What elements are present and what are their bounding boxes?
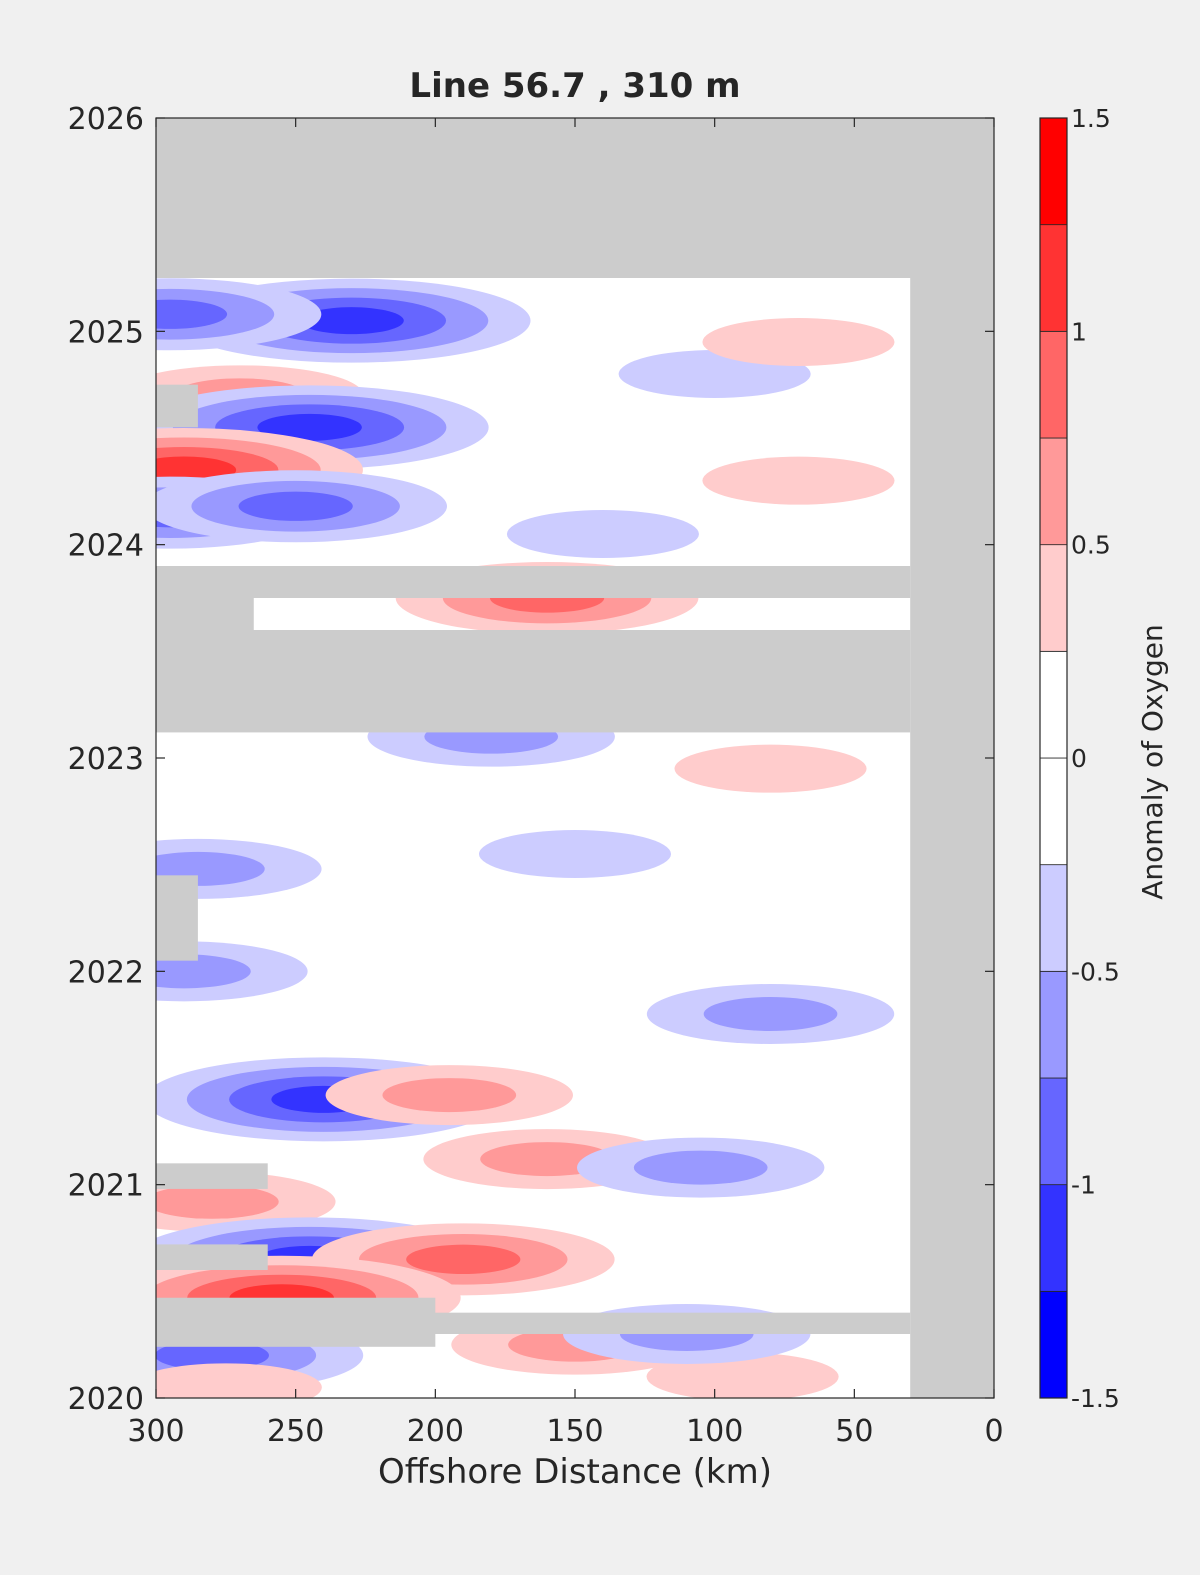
contour-band bbox=[633, 1150, 768, 1185]
no-data-regions bbox=[156, 118, 994, 1398]
colorbar: 1.5 1 0.5 0 -0.5 -1 -1.5 Anomaly of Oxygen bbox=[1039, 104, 1169, 1413]
anomaly-feature bbox=[156, 1363, 322, 1398]
no-data-region bbox=[156, 630, 911, 733]
contour-band bbox=[156, 954, 251, 989]
anomaly-feature bbox=[577, 1137, 825, 1198]
contour-band bbox=[506, 510, 699, 558]
no-data-region bbox=[156, 598, 254, 630]
contour-band bbox=[406, 1244, 521, 1275]
anomaly-feature bbox=[674, 744, 867, 793]
colorbar-band bbox=[1039, 757, 1068, 866]
colorbar-band bbox=[1039, 1290, 1068, 1399]
contour-band bbox=[299, 307, 404, 335]
colorbar-tick-label: 0.5 bbox=[1071, 531, 1111, 560]
x-tick-label: 100 bbox=[686, 1414, 743, 1449]
colorbar-band bbox=[1039, 224, 1068, 332]
no-data-region bbox=[156, 1244, 268, 1270]
colorbar-band bbox=[1039, 544, 1068, 652]
contour-band bbox=[257, 413, 362, 441]
x-axis-label: Offshore Distance (km) bbox=[378, 1452, 772, 1492]
no-data-region bbox=[156, 875, 198, 961]
colorbar-ticks: 1.5 1 0.5 0 -0.5 -1 -1.5 bbox=[1071, 104, 1120, 1413]
contour-band bbox=[156, 1340, 269, 1370]
y-axis-ticks: 2020 2021 2022 2023 2024 2025 2026 bbox=[68, 102, 994, 1417]
colorbar-band bbox=[1039, 1184, 1068, 1292]
anomaly-feature bbox=[156, 385, 489, 470]
colorbar-label: Anomaly of Oxygen bbox=[1136, 624, 1169, 900]
y-tick-label: 2021 bbox=[68, 1169, 144, 1204]
colorbar-band bbox=[1039, 330, 1068, 439]
colorbar-tick-label: -0.5 bbox=[1071, 957, 1120, 986]
chart-title: Line 56.7 , 310 m bbox=[409, 66, 740, 106]
anomaly-feature bbox=[646, 984, 895, 1044]
contour-band bbox=[702, 456, 895, 505]
x-tick-label: 150 bbox=[546, 1414, 603, 1449]
colorbar-band bbox=[1039, 650, 1068, 759]
anomaly-feature bbox=[325, 1065, 573, 1126]
colorbar-band bbox=[1039, 117, 1068, 226]
contour-band bbox=[646, 1352, 839, 1398]
plot-area: 300 250 200 150 100 50 0 202020212022202320242… bbox=[68, 102, 1004, 1449]
colorbar-band bbox=[1039, 970, 1068, 1079]
no-data-region bbox=[910, 278, 994, 1398]
colorbar-tick-label: -1.5 bbox=[1071, 1384, 1120, 1413]
contour-band bbox=[478, 830, 672, 878]
colorbar-frame bbox=[1039, 117, 1068, 1399]
y-tick-label: 2024 bbox=[68, 529, 144, 564]
anomaly-feature bbox=[478, 830, 672, 878]
anomaly-feature bbox=[702, 318, 895, 366]
colorbar-tick-label: 1 bbox=[1071, 317, 1087, 346]
no-data-region bbox=[156, 1297, 436, 1347]
colorbar-tick-label: -1 bbox=[1071, 1171, 1096, 1200]
colorbar-band bbox=[1039, 437, 1068, 546]
x-axis-ticks: 300 250 200 150 100 50 0 bbox=[127, 118, 1004, 1449]
anomaly-feature bbox=[702, 456, 895, 505]
colorbar-tick-label: 1.5 bbox=[1071, 104, 1111, 133]
x-tick-label: 200 bbox=[407, 1414, 464, 1449]
contour-band bbox=[702, 318, 895, 366]
no-data-region bbox=[156, 1163, 268, 1189]
anomaly-feature bbox=[506, 510, 699, 558]
contour-band bbox=[674, 744, 867, 793]
colorbar-tick-label: 0 bbox=[1071, 744, 1087, 773]
contour-band bbox=[156, 1184, 279, 1219]
y-tick-label: 2025 bbox=[68, 315, 144, 350]
no-data-region bbox=[156, 566, 911, 598]
anomaly-feature bbox=[156, 278, 322, 351]
no-data-region bbox=[156, 118, 994, 278]
colorbar-bands bbox=[1039, 117, 1068, 1399]
contour-band bbox=[238, 491, 353, 521]
y-tick-label: 2022 bbox=[68, 955, 144, 990]
contour-band bbox=[703, 997, 838, 1031]
y-tick-label: 2026 bbox=[68, 102, 144, 137]
colorbar-band bbox=[1039, 1077, 1068, 1186]
x-tick-label: 0 bbox=[984, 1414, 1003, 1449]
contour-band bbox=[382, 1078, 517, 1113]
anomaly-feature bbox=[156, 470, 447, 543]
no-data-region bbox=[156, 384, 198, 428]
y-tick-label: 2023 bbox=[68, 742, 144, 777]
x-tick-label: 50 bbox=[835, 1414, 873, 1449]
contour-band bbox=[156, 299, 228, 329]
y-tick-label: 2020 bbox=[68, 1382, 144, 1417]
x-tick-label: 300 bbox=[127, 1414, 184, 1449]
contour-band bbox=[156, 1363, 322, 1398]
anomaly-feature bbox=[646, 1352, 839, 1398]
x-tick-label: 250 bbox=[267, 1414, 324, 1449]
colorbar-band bbox=[1039, 864, 1068, 972]
